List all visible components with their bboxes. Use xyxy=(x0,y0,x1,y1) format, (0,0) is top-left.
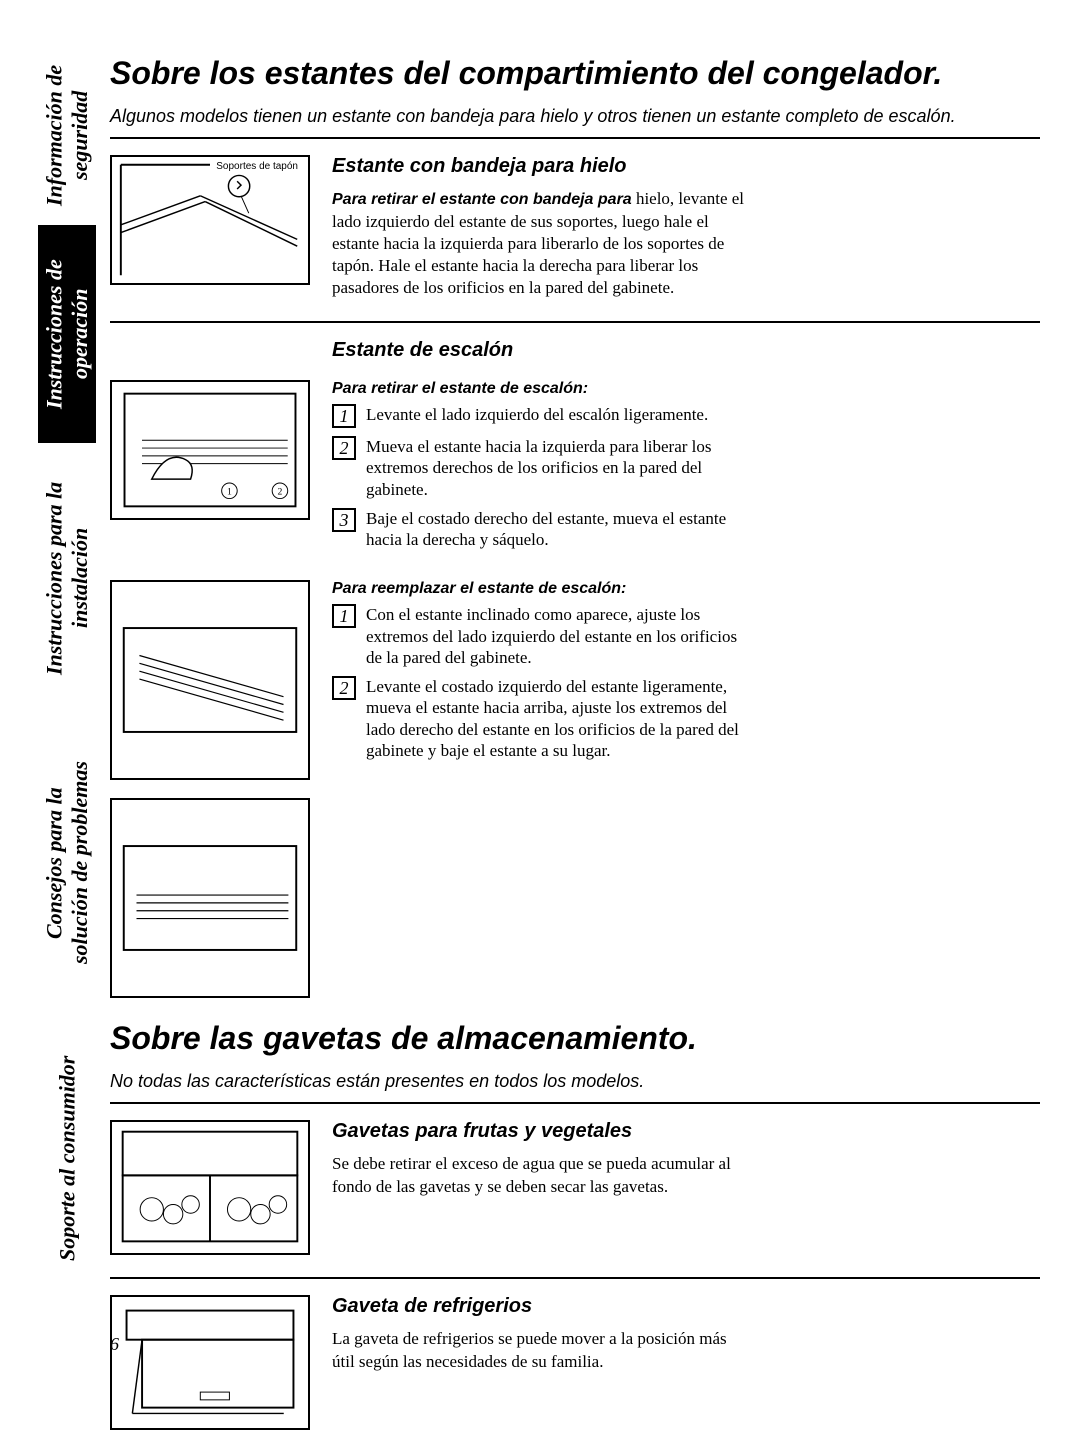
ice-tray-row: Soportes de tapón Estante con bandeja pa… xyxy=(110,155,1040,299)
snack-drawer-body: La gaveta de refrigerios se puede mover … xyxy=(332,1328,752,1372)
page-content: Sobre los estantes del compartimiento de… xyxy=(110,55,1040,1430)
numbered-step: 1 Levante el lado izquierdo del escalón l… xyxy=(332,404,752,428)
fruit-veg-illustration xyxy=(110,1120,310,1255)
divider xyxy=(110,1102,1040,1104)
step-text: Levante el costado izquierdo del estante… xyxy=(366,676,752,761)
replace-sub: Para reemplazar el estante de escalón: xyxy=(332,580,752,598)
step-shelf-replace-row: Para reemplazar el estante de escalón: 1… xyxy=(110,580,1040,998)
snack-drawer-illustration xyxy=(110,1295,310,1430)
illus-caption: Soportes de tapón xyxy=(216,161,298,172)
step-shelf-illus-flat xyxy=(110,798,310,998)
step-number: 1 xyxy=(332,404,356,428)
fruit-veg-body: Se debe retirar el exceso de agua que se… xyxy=(332,1153,752,1197)
numbered-step: 1 Con el estante inclinado como aparece, … xyxy=(332,604,752,668)
divider xyxy=(110,1277,1040,1279)
sidebar-tab[interactable]: Consejos para la solución de problemas xyxy=(38,713,96,1013)
ice-tray-text: Estante con bandeja para hielo Para reti… xyxy=(332,155,752,299)
divider xyxy=(110,137,1040,139)
ice-tray-heading: Estante con bandeja para hielo xyxy=(332,155,752,178)
sidebar-tab[interactable]: Información de seguridad xyxy=(38,45,96,225)
numbered-step: 3 Baje el costado derecho del estante, mu… xyxy=(332,508,752,551)
step-shelf-remove-row: 1 2 Para retirar el estante de escalón: … xyxy=(110,380,1040,558)
step-number: 2 xyxy=(332,676,356,700)
ice-tray-lead: Para retirar el estante con bandeja para xyxy=(332,191,632,208)
sidebar-tab[interactable]: Instrucciones para la instalación xyxy=(38,443,96,713)
svg-text:1: 1 xyxy=(227,487,232,498)
ice-tray-illustration: Soportes de tapón xyxy=(110,155,310,285)
section2-title: Sobre las gavetas de almacenamiento. xyxy=(110,1020,1040,1057)
snack-drawer-row: Gaveta de refrigerios La gaveta de refri… xyxy=(110,1295,1040,1430)
step-text: Baje el costado derecho del estante, mue… xyxy=(366,508,752,551)
step-shelf-header-row: Estante de escalón xyxy=(110,339,1040,372)
sidebar-tabs: Información de seguridadInstrucciones de… xyxy=(38,45,96,1350)
step-number: 3 xyxy=(332,508,356,532)
step-shelf-illus-hand: 1 2 xyxy=(110,380,310,520)
step-shelf-illus-tilt xyxy=(110,580,310,780)
sidebar-tab[interactable]: Soporte al consumidor xyxy=(38,1013,96,1303)
snack-drawer-heading: Gaveta de refrigerios xyxy=(332,1295,752,1318)
section1-note: Algunos modelos tienen un estante con ba… xyxy=(110,106,1040,127)
step-shelf-heading: Estante de escalón xyxy=(332,339,752,362)
step-text: Mueva el estante hacia la izquierda para… xyxy=(366,436,752,500)
section2-note: No todas las características están prese… xyxy=(110,1071,1040,1092)
step-number: 2 xyxy=(332,436,356,460)
page-number: 6 xyxy=(110,1334,119,1355)
fruit-veg-heading: Gavetas para frutas y vegetales xyxy=(332,1120,752,1143)
divider xyxy=(110,321,1040,323)
step-text: Levante el lado izquierdo del escalón li… xyxy=(366,404,752,428)
numbered-step: 2 Mueva el estante hacia la izquierda par… xyxy=(332,436,752,500)
step-number: 1 xyxy=(332,604,356,628)
step-text: Con el estante inclinado como aparece, a… xyxy=(366,604,752,668)
replace-steps-list: 1 Con el estante inclinado como aparece, … xyxy=(332,604,752,761)
section1-title: Sobre los estantes del compartimiento de… xyxy=(110,55,1040,92)
sidebar-tab[interactable]: Instrucciones de operación xyxy=(38,225,96,443)
remove-sub: Para retirar el estante de escalón: xyxy=(332,380,752,398)
svg-text:2: 2 xyxy=(278,487,283,498)
remove-steps-list: 1 Levante el lado izquierdo del escalón l… xyxy=(332,404,752,550)
fruit-veg-row: Gavetas para frutas y vegetales Se debe … xyxy=(110,1120,1040,1255)
numbered-step: 2 Levante el costado izquierdo del estant… xyxy=(332,676,752,761)
